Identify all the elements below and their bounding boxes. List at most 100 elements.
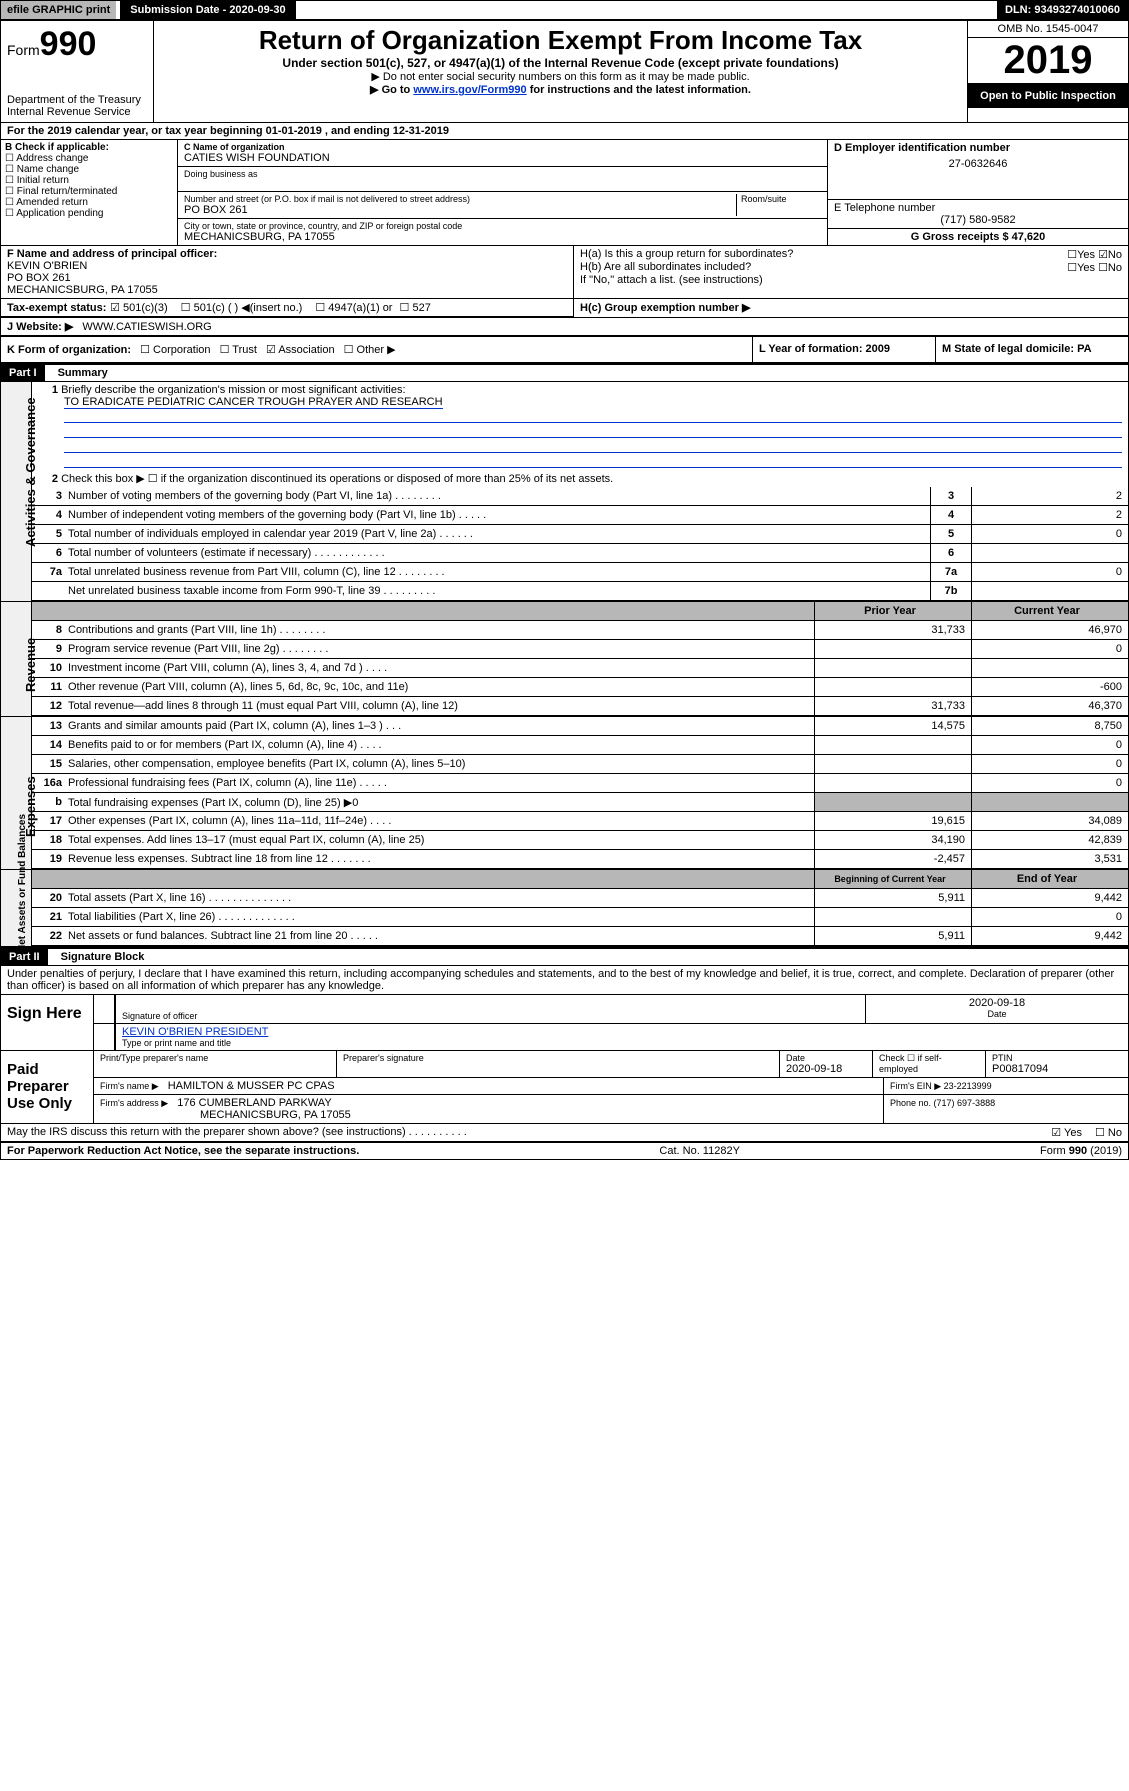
begin-header: Beginning of Current Year [814, 870, 971, 888]
box-f: F Name and address of principal officer:… [1, 246, 574, 298]
gov-side: Activities & Governance [1, 382, 32, 601]
te-c[interactable]: ☐ 501(c) ( ) ◀(insert no.) [181, 302, 303, 314]
paid-col5-label: PTIN [992, 1053, 1122, 1063]
ha-yesno[interactable]: ☐Yes ☑No [1067, 248, 1122, 261]
discuss-yes[interactable]: ☑ Yes [1051, 1127, 1082, 1139]
discuss-no[interactable]: ☐ No [1095, 1127, 1122, 1139]
te-a1[interactable]: ☐ 4947(a)(1) or [315, 302, 392, 314]
irs-link[interactable]: www.irs.gov/Form990 [413, 84, 526, 96]
table-row: 8 Contributions and grants (Part VIII, l… [32, 621, 1128, 640]
paid-section: Paid Preparer Use Only Print/Type prepar… [1, 1051, 1128, 1124]
net-side: Net Assets or Fund Balances [1, 870, 32, 946]
form-number: 990 [40, 25, 97, 63]
instruction-1: ▶ Do not enter social security numbers o… [164, 70, 957, 83]
addr-label: Number and street (or P.O. box if mail i… [184, 194, 736, 204]
paid-col2: Preparer's signature [343, 1053, 773, 1063]
sig-date: 2020-09-18 [872, 997, 1122, 1009]
open-public-label: Open to Public Inspection [968, 84, 1128, 108]
room-label: Room/suite [741, 194, 821, 204]
b-item-2[interactable]: ☐ Initial return [5, 175, 173, 186]
org-name: CATIES WISH FOUNDATION [184, 152, 821, 164]
officer-name: KEVIN O'BRIEN [7, 260, 567, 272]
city-label: City or town, state or province, country… [184, 221, 821, 231]
k-corp[interactable]: ☐ Corporation [140, 344, 210, 356]
footer-center: Cat. No. 11282Y [659, 1145, 740, 1157]
b-item-1[interactable]: ☐ Name change [5, 164, 173, 175]
tax-year: 2019 [968, 38, 1128, 84]
footer-left: For Paperwork Reduction Act Notice, see … [7, 1145, 359, 1157]
c-label: C Name of organization [184, 142, 821, 152]
b-item-0[interactable]: ☐ Address change [5, 153, 173, 164]
gov-row: 3 Number of voting members of the govern… [32, 487, 1128, 506]
officer-addr2: MECHANICSBURG, PA 17055 [7, 284, 567, 296]
paid-col1: Print/Type preparer's name [100, 1053, 330, 1063]
te-c3[interactable]: ☑ 501(c)(3) [110, 302, 168, 314]
instruction-2: ▶ Go to www.irs.gov/Form990 for instruct… [164, 83, 957, 96]
table-row: 17 Other expenses (Part IX, column (A), … [32, 812, 1128, 831]
f-label: F Name and address of principal officer: [7, 248, 567, 260]
current-header: Current Year [971, 602, 1128, 620]
header-right: OMB No. 1545-0047 2019 Open to Public In… [967, 21, 1128, 122]
mission-text: TO ERADICATE PEDIATRIC CANCER TROUGH PRA… [64, 396, 443, 409]
b-item-4[interactable]: ☐ Amended return [5, 197, 173, 208]
gov-section: Activities & Governance 1 Briefly descri… [1, 382, 1128, 602]
part2-header-row: Part II Signature Block [1, 948, 1128, 966]
box-b-label: B Check if applicable: [5, 142, 173, 153]
addr-value: PO BOX 261 [184, 204, 736, 216]
table-row: b Total fundraising expenses (Part IX, c… [32, 793, 1128, 812]
line-a: For the 2019 calendar year, or tax year … [1, 123, 1128, 140]
prior-header: Prior Year [814, 602, 971, 620]
irs-label: Internal Revenue Service [7, 106, 147, 118]
b-item-5[interactable]: ☐ Application pending [5, 208, 173, 219]
discuss-row: May the IRS discuss this return with the… [1, 1124, 1128, 1143]
rev-side-label: Revenue [23, 638, 38, 692]
gov-row: 5 Total number of individuals employed i… [32, 525, 1128, 544]
part1-label: Part I [1, 365, 45, 381]
dln-label: DLN: 93493274010060 [997, 1, 1128, 19]
firm-name-label: Firm's name ▶ [100, 1081, 159, 1091]
exp-section: Expenses 13 Grants and similar amounts p… [1, 717, 1128, 870]
city-value: MECHANICSBURG, PA 17055 [184, 231, 821, 243]
officer-addr1: PO BOX 261 [7, 272, 567, 284]
paid-label: Paid Preparer Use Only [1, 1051, 94, 1123]
tax-exempt-row: Tax-exempt status: ☑ 501(c)(3) ☐ 501(c) … [1, 299, 1128, 318]
table-row: 16a Professional fundraising fees (Part … [32, 774, 1128, 793]
table-row: 15 Salaries, other compensation, employe… [32, 755, 1128, 774]
table-row: 10 Investment income (Part VIII, column … [32, 659, 1128, 678]
efile-label[interactable]: efile GRAPHIC print [1, 1, 116, 19]
rev-section: Revenue Prior Year Current Year 8 Contri… [1, 602, 1128, 717]
k-other[interactable]: ☐ Other ▶ [344, 344, 396, 356]
table-row: 13 Grants and similar amounts paid (Part… [32, 717, 1128, 736]
part2-title: Signature Block [61, 951, 145, 963]
paid-col5: P00817094 [992, 1063, 1122, 1075]
gov-row: 7a Total unrelated business revenue from… [32, 563, 1128, 582]
website-row: J Website: ▶ WWW.CATIESWISH.ORG [1, 318, 1128, 337]
firm-ein: Firm's EIN ▶ 23-2213999 [890, 1081, 992, 1091]
k-trust[interactable]: ☐ Trust [220, 344, 257, 356]
dba-label: Doing business as [184, 169, 821, 179]
gov-row: 4 Number of independent voting members o… [32, 506, 1128, 525]
form-subtitle: Under section 501(c), 527, or 4947(a)(1)… [164, 56, 957, 70]
website-value: WWW.CATIESWISH.ORG [82, 321, 211, 333]
net-header-row: Beginning of Current Year End of Year [32, 870, 1128, 889]
table-row: 19 Revenue less expenses. Subtract line … [32, 850, 1128, 869]
form-label: Form [7, 42, 40, 58]
paid-col4[interactable]: Check ☐ if self-employed [879, 1053, 979, 1074]
rev-header-row: Prior Year Current Year [32, 602, 1128, 621]
hb-yesno[interactable]: ☐Yes ☐No [1067, 261, 1122, 274]
klm-row: K Form of organization: ☐ Corporation ☐ … [1, 337, 1128, 364]
sig-date-label: Date [872, 1009, 1122, 1019]
paid-col3: 2020-09-18 [786, 1063, 866, 1075]
form-title: Return of Organization Exempt From Incom… [164, 25, 957, 56]
sig-officer-label: Signature of officer [122, 1011, 859, 1021]
e-label: E Telephone number [834, 202, 1122, 214]
instr2-post: for instructions and the latest informat… [527, 84, 751, 96]
te-527[interactable]: ☐ 527 [400, 302, 431, 314]
line1-desc: Briefly describe the organization's miss… [61, 384, 405, 396]
submission-date: Submission Date - 2020-09-30 [120, 1, 295, 19]
k-assoc[interactable]: ☑ Association [266, 344, 335, 356]
b-item-3[interactable]: ☐ Final return/terminated [5, 186, 173, 197]
end-header: End of Year [971, 870, 1128, 888]
table-row: 11 Other revenue (Part VIII, column (A),… [32, 678, 1128, 697]
website-label: J Website: ▶ [7, 321, 73, 333]
